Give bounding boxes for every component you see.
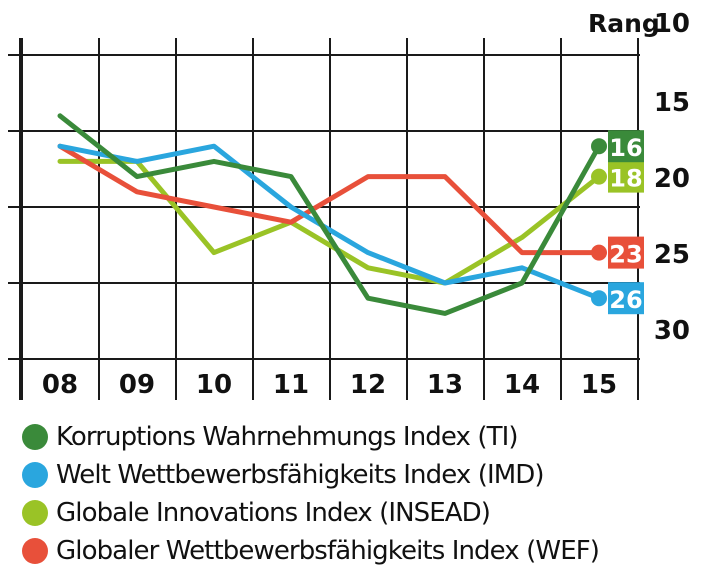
series-end-labels: 18 23 26 16 — [608, 130, 644, 315]
end-label-2: 18 — [609, 165, 642, 193]
legend-dot-imd — [22, 462, 48, 488]
series-end-point-2 — [591, 168, 607, 185]
legend: Korruptions Wahrnehmungs Index (TI) Welt… — [22, 418, 600, 570]
y-tick-label: 25 — [654, 240, 690, 270]
x-tick-label: 12 — [350, 370, 386, 400]
end-label-box-3 — [608, 236, 644, 269]
end-label-3: 23 — [609, 241, 642, 269]
legend-item-imd: Welt Wettbewerbsfähigkeits Index (IMD) — [22, 456, 599, 494]
series-line-3 — [57, 143, 602, 256]
end-label-box-1 — [608, 282, 644, 315]
legend-label-ti: Korruptions Wahrnehmungs Index (TI) — [56, 422, 519, 452]
end-label-0: 16 — [609, 134, 642, 162]
end-label-1: 26 — [609, 286, 642, 314]
y-tick-label: 30 — [654, 316, 690, 346]
x-axis-ticks: 08 09 10 11 12 13 14 15 — [42, 370, 617, 400]
y-tick-label: 15 — [654, 88, 690, 118]
series-end-point-3 — [591, 244, 607, 261]
x-tick-label: 11 — [273, 370, 309, 400]
series-line-1 — [57, 143, 602, 301]
y-axis-ticks: 10 15 20 25 30 — [654, 9, 690, 346]
legend-dot-wef — [22, 538, 48, 564]
legend-label-insead: Globale Innovations Index (INSEAD) — [56, 498, 491, 528]
legend-dot-insead — [22, 500, 48, 526]
legend-dot-ti — [22, 424, 48, 450]
series-line-0 — [57, 113, 602, 316]
chart-grid — [8, 38, 640, 400]
series-end-point-1 — [591, 290, 607, 307]
x-tick-label: 15 — [581, 370, 617, 400]
x-tick-label: 08 — [42, 370, 78, 400]
end-label-box-2 — [608, 160, 644, 193]
series-lines — [57, 113, 607, 316]
legend-label-imd: Welt Wettbewerbsfähigkeits Index (IMD) — [56, 460, 545, 490]
end-label-box-0 — [608, 130, 644, 163]
x-tick-label: 14 — [504, 370, 540, 400]
legend-label-wef: Globaler Wettbewerbsfähigkeits Index (WE… — [56, 536, 600, 566]
legend-item-insead: Globale Innovations Index (INSEAD) — [22, 494, 599, 532]
y-axis-unit-label: Rang — [588, 9, 660, 38]
x-tick-label: 13 — [427, 370, 463, 400]
series-end-point-0 — [591, 138, 607, 155]
x-tick-label: 10 — [196, 370, 232, 400]
y-tick-label: 10 — [654, 9, 690, 39]
x-tick-label: 09 — [119, 370, 155, 400]
y-tick-label: 20 — [654, 164, 690, 194]
legend-item-ti: Korruptions Wahrnehmungs Index (TI) — [22, 418, 599, 456]
legend-item-wef: Globaler Wettbewerbsfähigkeits Index (WE… — [22, 532, 600, 570]
